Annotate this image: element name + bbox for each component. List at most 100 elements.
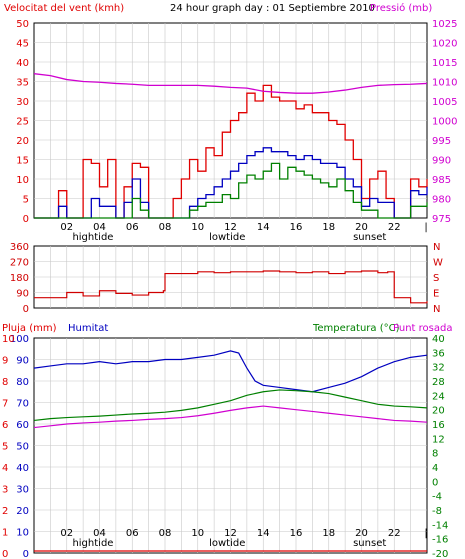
hour-label: 14: [257, 222, 270, 233]
humidity-tick-label: 70: [16, 399, 29, 410]
event-label-sunset: sunset: [353, 232, 386, 243]
temperature-tick-label: -20: [432, 549, 448, 559]
humidity-tick-label: 40: [16, 463, 29, 474]
humidity-tick-label: 100: [10, 334, 29, 345]
dewpoint-line: [33, 405, 428, 429]
pressure-tick-label: 985: [432, 175, 451, 186]
pressure-title: Pressió (mb): [370, 2, 432, 14]
humidity-tick-label: 80: [16, 377, 29, 388]
direction-series: [34, 270, 428, 304]
hour-label: 12: [224, 528, 237, 539]
rain-tick-label: 9: [2, 356, 8, 367]
humidity-title: Humitat: [68, 323, 108, 334]
direction-tick-label: 0: [23, 304, 29, 315]
pressure-tick-label: 1015: [432, 58, 457, 69]
event-label-lowtide: lowtide: [209, 232, 245, 243]
wind-tick-label: 35: [16, 78, 29, 89]
humidity-line: [33, 350, 428, 393]
wind-tick-label: 10: [16, 175, 29, 186]
temperature-title: Temperatura (°C): [312, 323, 400, 334]
hour-label: 20: [355, 528, 368, 539]
direction-tick-label: 360: [10, 242, 29, 253]
temperature-tick-label: -8: [432, 506, 442, 517]
temperature-tick-label: 32: [432, 363, 445, 374]
event-label-hightide: hightide: [72, 232, 113, 243]
pressure-tick-label: 1005: [432, 97, 457, 108]
midnight-marker: |: [424, 222, 427, 233]
rain-tick-label: 6: [2, 420, 8, 431]
hour-label: 06: [126, 222, 139, 233]
pressure-tick-label: 995: [432, 136, 451, 147]
compass-label: E: [433, 289, 439, 300]
humidity-tick-label: 0: [23, 549, 29, 559]
temperature-tick-label: -16: [432, 535, 448, 546]
pressure-tick-label: 1000: [432, 117, 457, 128]
event-label-lowtide: lowtide: [209, 538, 245, 549]
wind-title: Velocitat del vent (kmh): [4, 3, 124, 14]
hour-label: 12: [224, 222, 237, 233]
wind-direction-line: [34, 270, 428, 304]
rain-tick-label: 7: [2, 399, 8, 410]
compass-label: N: [433, 242, 440, 253]
hour-label: 06: [126, 528, 139, 539]
pressure-tick-label: 1010: [432, 78, 457, 89]
hour-label: 10: [191, 222, 204, 233]
event-label-sunset: sunset: [353, 538, 386, 549]
wind-gust-line: [34, 84, 428, 219]
humidity-tick-label: 90: [16, 356, 29, 367]
hour-label: 02: [60, 222, 73, 233]
temperature-tick-label: 4: [432, 463, 438, 474]
hour-label: 08: [159, 528, 172, 539]
compass-label: N: [433, 304, 440, 315]
hour-label: 16: [290, 528, 303, 539]
wind-tick-label: 40: [16, 58, 29, 69]
wind-min-line: [34, 162, 428, 219]
rain-tick-label: 2: [2, 506, 8, 517]
hour-label: 18: [322, 222, 335, 233]
hour-label: 04: [93, 222, 106, 233]
pressure-tick-label: 975: [432, 214, 451, 225]
humidity-tick-label: 20: [16, 506, 29, 517]
hour-label: 18: [322, 528, 335, 539]
wind-tick-label: 45: [16, 39, 29, 50]
wind-tick-label: 5: [23, 195, 29, 206]
hour-label: 04: [93, 528, 106, 539]
direction-tick-label: 90: [16, 289, 29, 300]
wind-series: [33, 73, 428, 219]
pressure-tick-label: 1025: [432, 19, 457, 30]
temperature-tick-label: 0: [432, 477, 438, 488]
dewpoint-title: Punt rosada: [393, 323, 452, 334]
humidity-tick-label: 30: [16, 485, 29, 496]
humidity-tick-label: 50: [16, 442, 29, 453]
direction-tick-label: 180: [10, 273, 29, 284]
hour-label: 08: [159, 222, 172, 233]
hour-label: 10: [191, 528, 204, 539]
humidity-grid: [34, 338, 427, 553]
pressure-tick-label: 1020: [432, 39, 457, 50]
pressure-tick-label: 980: [432, 195, 451, 206]
compass-label: S: [433, 273, 439, 284]
humidity-tick-label: 10: [16, 528, 29, 539]
temperature-tick-label: 24: [432, 391, 445, 402]
pressure-tick-label: 990: [432, 156, 451, 167]
rain-tick-label: 8: [2, 377, 8, 388]
wind-tick-label: 0: [23, 214, 29, 225]
graph-title: 24 hour graph day : 01 Septiembre 2010: [170, 3, 375, 14]
rain-tick-label: 5: [2, 442, 8, 453]
temperature-tick-label: 36: [432, 348, 445, 359]
compass-label: W: [433, 258, 443, 269]
temperature-tick-label: 8: [432, 449, 438, 460]
rain-title: Pluja (mm): [2, 323, 57, 334]
wind-tick-label: 15: [16, 156, 29, 167]
hour-label: 20: [355, 222, 368, 233]
rain-tick-label: 0: [2, 549, 8, 559]
rain-tick-label: 1: [2, 528, 8, 539]
temperature-tick-label: -14: [432, 520, 448, 531]
wind-tick-label: 50: [16, 19, 29, 30]
hour-label: 22: [388, 222, 401, 233]
humidity-tick-label: 60: [16, 420, 29, 431]
temperature-tick-label: 40: [432, 334, 445, 345]
hour-label: 22: [388, 528, 401, 539]
rain-tick-label: 4: [2, 463, 8, 474]
hour-label: 14: [257, 528, 270, 539]
